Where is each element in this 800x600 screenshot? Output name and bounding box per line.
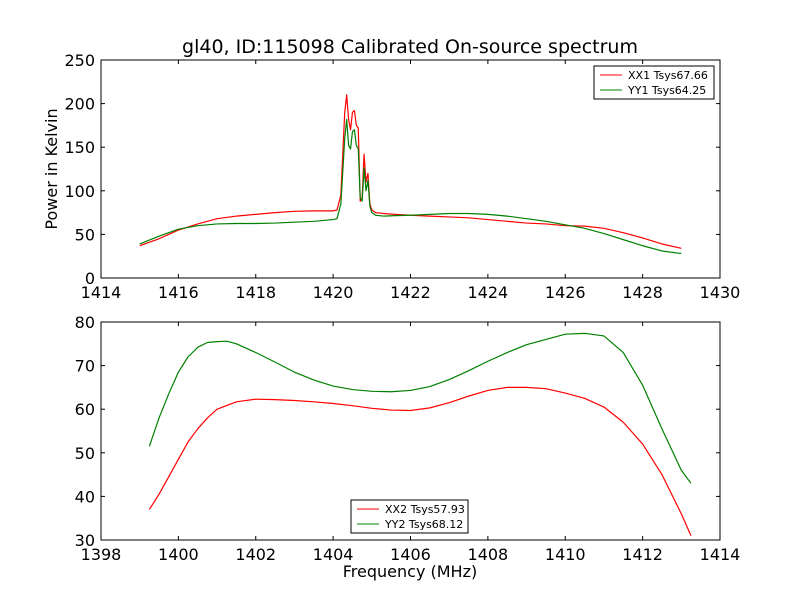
bottom-x-tick-label: 1412 bbox=[622, 545, 663, 564]
bottom-x-tick-label: 1400 bbox=[158, 545, 199, 564]
y-axis-label: Power in Kelvin bbox=[42, 108, 61, 229]
bottom-y-tick-label: 50 bbox=[75, 444, 95, 463]
bottom-y-tick-label: 30 bbox=[75, 531, 95, 550]
legend-label-xx1: XX1 Tsys67.66 bbox=[628, 69, 708, 82]
top-x-tick-label: 1422 bbox=[390, 283, 431, 302]
top-y-tick-label: 50 bbox=[75, 225, 95, 244]
bottom-x-tick-label: 1404 bbox=[313, 545, 354, 564]
bottom-series-line-0 bbox=[148, 386, 692, 536]
top-y-tick-label: 150 bbox=[64, 138, 95, 157]
bottom-legend-box bbox=[350, 499, 469, 534]
bottom-x-tick-label: 1402 bbox=[235, 545, 276, 564]
top-x-tick-label: 1426 bbox=[545, 283, 586, 302]
x-axis-label: Frequency (MHz) bbox=[343, 562, 477, 581]
bottom-chart-panel: 1398 1400 1402 1404 1406 1408 1410 1412 1414 30 40… bbox=[75, 313, 741, 581]
bottom-y-tick-label: 80 bbox=[75, 313, 95, 332]
top-series-line-1 bbox=[139, 118, 682, 255]
top-x-tick-label: 1414 bbox=[81, 283, 122, 302]
bottom-y-tick-label: 40 bbox=[75, 487, 95, 506]
top-x-tick-label: 1430 bbox=[700, 283, 741, 302]
top-legend-box bbox=[593, 65, 715, 100]
bottom-x-tick-label: 1414 bbox=[700, 545, 741, 564]
bottom-series-line-1 bbox=[148, 332, 692, 484]
bottom-y-tick-label: 70 bbox=[75, 357, 95, 376]
bottom-x-tick-label: 1410 bbox=[545, 545, 586, 564]
top-x-tick-label: 1416 bbox=[158, 283, 199, 302]
top-x-tick-label: 1424 bbox=[468, 283, 509, 302]
bottom-y-tick-label: 60 bbox=[75, 400, 95, 419]
legend-label-xx2: XX2 Tsys57.93 bbox=[385, 503, 465, 516]
bottom-x-tick-label: 1406 bbox=[390, 545, 431, 564]
top-x-tick-label: 1420 bbox=[313, 283, 354, 302]
top-legend: XX1 Tsys67.66 YY1 Tsys64.25 bbox=[593, 65, 715, 100]
top-y-tick-label: 100 bbox=[64, 182, 95, 201]
top-series-line-0 bbox=[139, 94, 682, 249]
top-chart-panel: gl40, ID:115098 Calibrated On-source spe… bbox=[42, 36, 740, 302]
top-y-tick-label: 0 bbox=[85, 269, 95, 288]
chart-title: gl40, ID:115098 Calibrated On-source spe… bbox=[182, 36, 638, 58]
top-y-tick-label: 250 bbox=[64, 51, 95, 70]
bottom-x-tick-label: 1408 bbox=[468, 545, 509, 564]
top-x-tick-label: 1418 bbox=[235, 283, 276, 302]
bottom-legend: XX2 Tsys57.93 YY2 Tsys68.12 bbox=[350, 499, 469, 534]
top-x-tick-label: 1428 bbox=[622, 283, 663, 302]
top-y-tick-label: 200 bbox=[64, 95, 95, 114]
bottom-x-tick-label: 1398 bbox=[81, 545, 122, 564]
legend-label-yy1: YY1 Tsys64.25 bbox=[627, 84, 706, 97]
legend-label-yy2: YY2 Tsys68.12 bbox=[384, 518, 463, 531]
